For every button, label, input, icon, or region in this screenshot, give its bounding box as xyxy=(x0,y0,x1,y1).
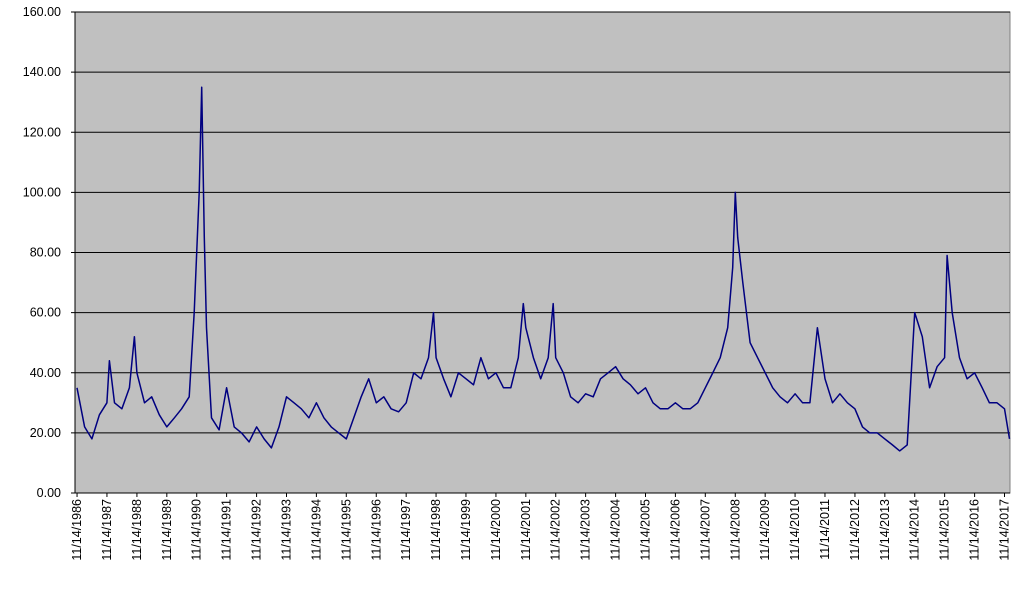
x-tick-label: 11/14/2002 xyxy=(549,499,563,561)
x-tick-label: 11/14/1988 xyxy=(130,499,144,561)
y-tick-label: 100.00 xyxy=(23,185,61,199)
x-tick-label: 11/14/2015 xyxy=(938,499,952,561)
x-tick-label: 11/14/1992 xyxy=(250,499,264,561)
x-tick-label: 11/14/1993 xyxy=(279,499,293,561)
x-tick-label: 11/14/1994 xyxy=(309,499,323,561)
x-tick-label: 11/14/2017 xyxy=(998,499,1012,561)
y-tick-label: 160.00 xyxy=(23,5,61,19)
x-tick-label: 11/14/1986 xyxy=(70,499,84,561)
x-tick-label: 11/14/1997 xyxy=(399,499,413,561)
y-tick-label: 0.00 xyxy=(37,486,61,500)
x-tick-label: 11/14/1998 xyxy=(429,499,443,561)
data-line xyxy=(76,86,1011,452)
y-tick-label: 60.00 xyxy=(30,306,61,320)
y-tick-label: 40.00 xyxy=(30,366,61,380)
x-tick-label: 11/14/1989 xyxy=(160,499,174,561)
x-tick-label: 11/14/2006 xyxy=(668,499,682,561)
x-tick-label: 11/14/2004 xyxy=(609,499,623,561)
x-tick-label: 11/14/2016 xyxy=(968,499,982,561)
x-tick-label: 11/14/1991 xyxy=(220,499,234,561)
x-tick-label: 11/14/1999 xyxy=(459,499,473,561)
x-tick-label: 11/14/1990 xyxy=(190,499,204,561)
x-tick-label: 11/14/1995 xyxy=(339,499,353,561)
x-tick-label: 11/14/1996 xyxy=(369,499,383,561)
x-tick-label: 11/14/2011 xyxy=(818,499,832,560)
x-tick-label: 11/14/2003 xyxy=(579,499,593,561)
x-tick-label: 11/14/2013 xyxy=(878,499,892,561)
x-tick-label: 11/14/2005 xyxy=(639,499,653,561)
x-tick-label: 11/14/2008 xyxy=(728,499,742,561)
y-tick-label: 20.00 xyxy=(30,426,61,440)
y-tick-label: 140.00 xyxy=(23,65,61,79)
x-tick-label: 11/14/2012 xyxy=(848,499,862,561)
y-tick-label: 120.00 xyxy=(23,125,61,139)
x-tick-label: 11/14/2010 xyxy=(788,499,802,561)
x-tick-label: 11/14/2000 xyxy=(489,499,503,561)
y-tick-label: 80.00 xyxy=(30,246,61,260)
x-tick-label: 11/14/2014 xyxy=(908,499,922,561)
x-tick-label: 11/14/2007 xyxy=(698,499,712,561)
x-tick-label: 11/14/1987 xyxy=(100,499,114,561)
x-tick-label: 11/14/2001 xyxy=(519,499,533,561)
x-tick-label: 11/14/2009 xyxy=(758,499,772,561)
